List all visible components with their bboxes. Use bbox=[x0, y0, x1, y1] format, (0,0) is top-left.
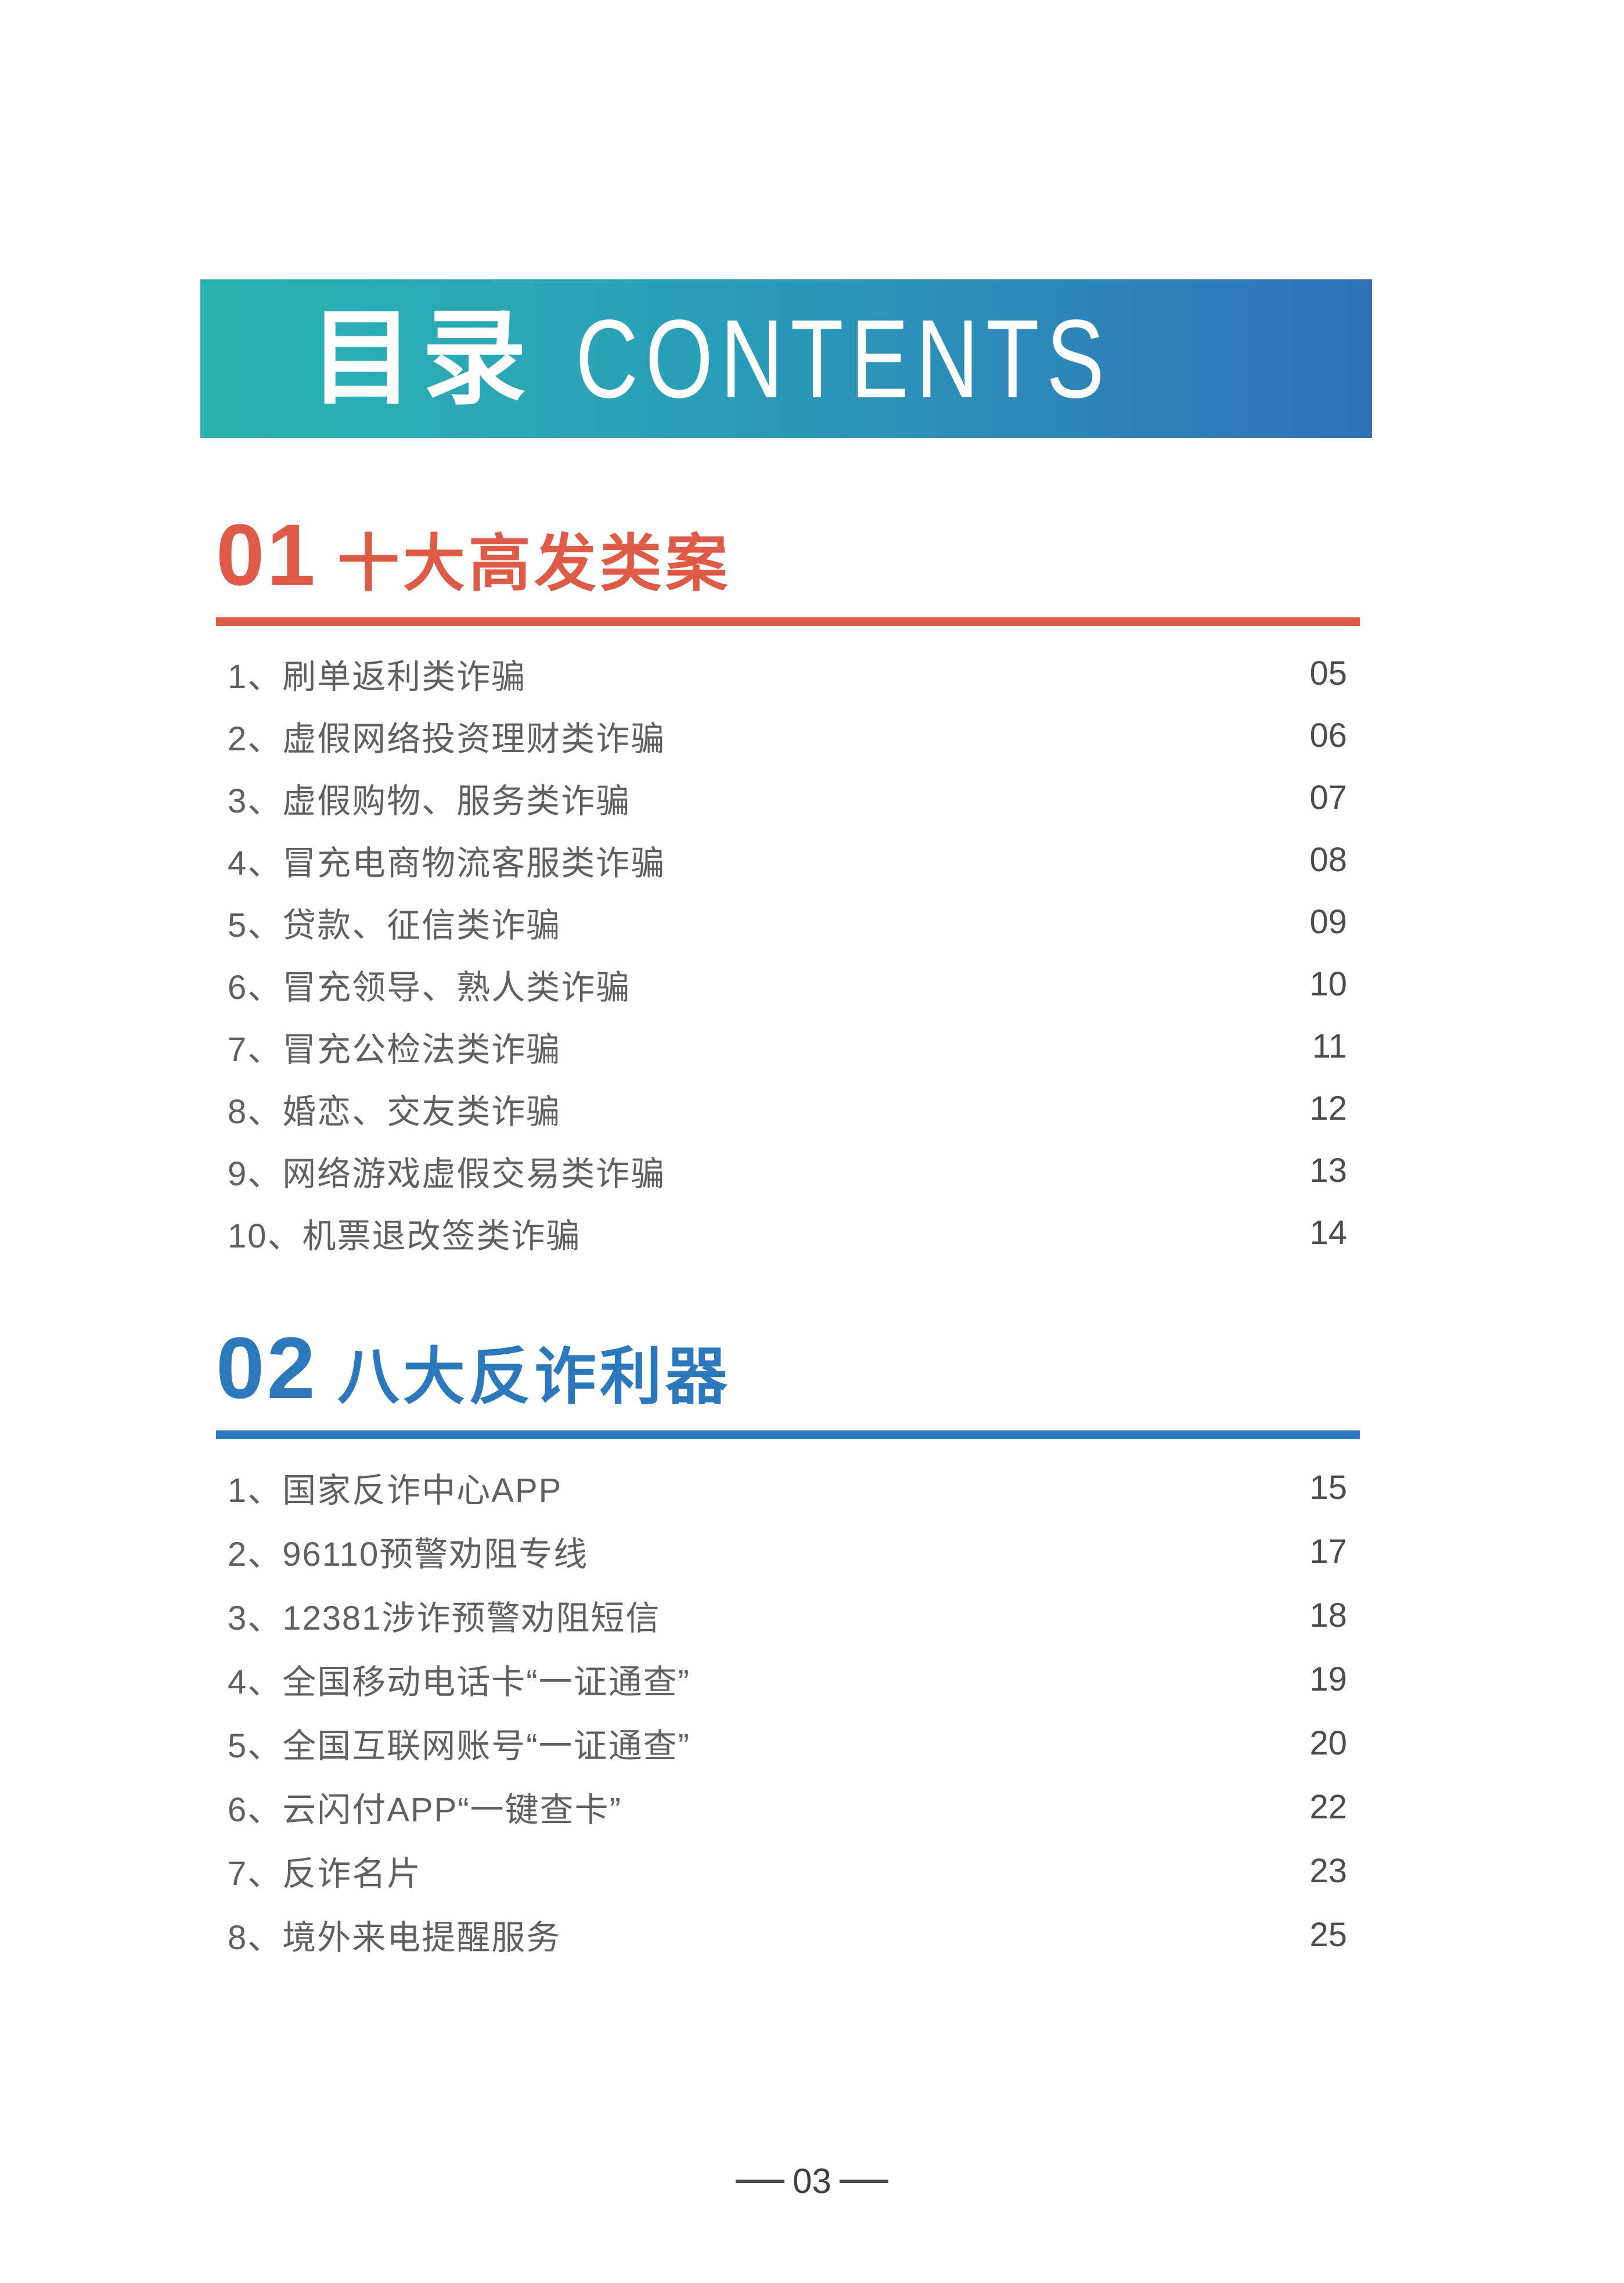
section-number: 02 bbox=[216, 1319, 318, 1416]
toc-entry: 2、96110预警劝阻专线 17 bbox=[216, 1519, 1360, 1583]
toc-entry: 10、机票退改签类诈骗 14 bbox=[216, 1202, 1360, 1264]
section-title: 十大高发类案 bbox=[337, 530, 731, 599]
toc-entry-label: 7、冒充公检法类诈骗 bbox=[228, 1030, 561, 1069]
toc-entry-label: 6、冒充领导、熟人类诈骗 bbox=[228, 968, 631, 1006]
toc-entry: 3、虚假购物、服务类诈骗 07 bbox=[216, 767, 1360, 829]
toc-entry: 1、国家反诈中心APP 15 bbox=[216, 1455, 1360, 1519]
toc-entry-label: 10、机票退改签类诈骗 bbox=[228, 1217, 581, 1255]
toc-entry-page: 14 bbox=[1309, 1214, 1347, 1252]
page-footer: 03 bbox=[0, 2164, 1624, 2199]
toc-entry-label: 2、虚假网络投资理财类诈骗 bbox=[228, 720, 666, 758]
section-divider bbox=[216, 1430, 1360, 1439]
toc-entry-label: 3、虚假购物、服务类诈骗 bbox=[228, 782, 631, 820]
toc-entry: 7、反诈名片 23 bbox=[216, 1839, 1360, 1903]
toc-entry-page: 12 bbox=[1309, 1090, 1347, 1127]
toc-entry: 9、网络游戏虚假交易类诈骗 13 bbox=[216, 1139, 1360, 1202]
toc-list: 1、刷单返利类诈骗 05 2、虚假网络投资理财类诈骗 06 3、虚假购物、服务类… bbox=[216, 642, 1360, 1264]
toc-entry-page: 15 bbox=[1309, 1468, 1347, 1507]
toc-entry-page: 09 bbox=[1309, 903, 1347, 941]
toc-entry-page: 25 bbox=[1309, 1915, 1347, 1954]
toc-entry-label: 2、96110预警劝阻专线 bbox=[228, 1536, 589, 1573]
toc-entry-page: 07 bbox=[1309, 779, 1347, 817]
toc-entry: 6、云闪付APP“一键查卡” 22 bbox=[216, 1775, 1360, 1839]
toc-entry: 7、冒充公检法类诈骗 11 bbox=[216, 1015, 1360, 1077]
toc-entry-page: 13 bbox=[1309, 1152, 1347, 1189]
toc-entry-page: 18 bbox=[1309, 1596, 1347, 1634]
page-number: 03 bbox=[793, 2162, 831, 2201]
toc-entry-label: 8、境外来电提醒服务 bbox=[228, 1919, 561, 1957]
toc-entry-label: 5、贷款、征信类诈骗 bbox=[228, 906, 561, 944]
toc-entry-label: 1、刷单返利类诈骗 bbox=[228, 657, 527, 696]
toc-entry-label: 4、冒充电商物流客服类诈骗 bbox=[228, 844, 666, 882]
footer-right-rule bbox=[839, 2180, 888, 2183]
toc-entry-label: 5、全国互联网账号“一证通查” bbox=[228, 1727, 690, 1765]
toc-entry-page: 22 bbox=[1309, 1788, 1347, 1826]
toc-entry-label: 1、国家反诈中心APP bbox=[228, 1472, 563, 1509]
toc-entry: 8、境外来电提醒服务 25 bbox=[216, 1903, 1360, 1966]
toc-entry: 2、虚假网络投资理财类诈骗 06 bbox=[216, 704, 1360, 767]
toc-entry: 4、全国移动电话卡“一证通查” 19 bbox=[216, 1647, 1360, 1711]
toc-entry-page: 20 bbox=[1309, 1724, 1347, 1762]
toc-entry: 3、12381涉诈预警劝阻短信 18 bbox=[216, 1583, 1360, 1647]
toc-entry-label: 9、网络游戏虚假交易类诈骗 bbox=[228, 1155, 666, 1193]
section-title: 八大反诈利器 bbox=[337, 1343, 731, 1412]
banner-title-en: CONTENTS bbox=[575, 296, 1112, 421]
toc-entry-page: 17 bbox=[1309, 1532, 1347, 1570]
toc-entry-page: 11 bbox=[1312, 1027, 1347, 1065]
toc-entry-page: 10 bbox=[1309, 965, 1347, 1003]
toc-entry-page: 23 bbox=[1309, 1851, 1347, 1890]
section-number: 01 bbox=[216, 506, 318, 603]
section-header: 02 八大反诈利器 bbox=[216, 1324, 1360, 1411]
toc-entry: 1、刷单返利类诈骗 05 bbox=[216, 642, 1360, 704]
section-header: 01 十大高发类案 bbox=[216, 511, 1360, 598]
toc-entry: 8、婚恋、交友类诈骗 12 bbox=[216, 1077, 1360, 1139]
toc-entry-page: 05 bbox=[1309, 655, 1347, 692]
toc-list: 1、国家反诈中心APP 15 2、96110预警劝阻专线 17 3、12381涉… bbox=[216, 1455, 1360, 1966]
toc-entry: 6、冒充领导、熟人类诈骗 10 bbox=[216, 953, 1360, 1015]
footer-left-rule bbox=[736, 2180, 785, 2183]
toc-entry-page: 19 bbox=[1309, 1660, 1347, 1698]
contents-banner: 目录 CONTENTS bbox=[200, 279, 1372, 438]
toc-entry-page: 06 bbox=[1309, 717, 1347, 754]
banner-title-zh: 目录 bbox=[309, 300, 535, 417]
section-anti-fraud-tools: 02 八大反诈利器 1、国家反诈中心APP 15 2、96110预警劝阻专线 1… bbox=[216, 1324, 1360, 1966]
toc-entry-label: 6、云闪付APP“一键查卡” bbox=[228, 1791, 622, 1829]
toc-entry-label: 3、12381涉诈预警劝阻短信 bbox=[228, 1599, 661, 1637]
section-top-fraud-cases: 01 十大高发类案 1、刷单返利类诈骗 05 2、虚假网络投资理财类诈骗 06 … bbox=[216, 511, 1360, 1264]
toc-entry-label: 4、全国移动电话卡“一证通查” bbox=[228, 1663, 690, 1701]
toc-entry: 5、全国互联网账号“一证通查” 20 bbox=[216, 1711, 1360, 1775]
toc-entry-page: 08 bbox=[1309, 841, 1347, 879]
section-divider bbox=[216, 617, 1360, 626]
toc-entry-label: 7、反诈名片 bbox=[228, 1855, 422, 1893]
toc-entry-label: 8、婚恋、交友类诈骗 bbox=[228, 1092, 561, 1131]
toc-entry: 5、贷款、征信类诈骗 09 bbox=[216, 891, 1360, 953]
toc-entry: 4、冒充电商物流客服类诈骗 08 bbox=[216, 829, 1360, 891]
